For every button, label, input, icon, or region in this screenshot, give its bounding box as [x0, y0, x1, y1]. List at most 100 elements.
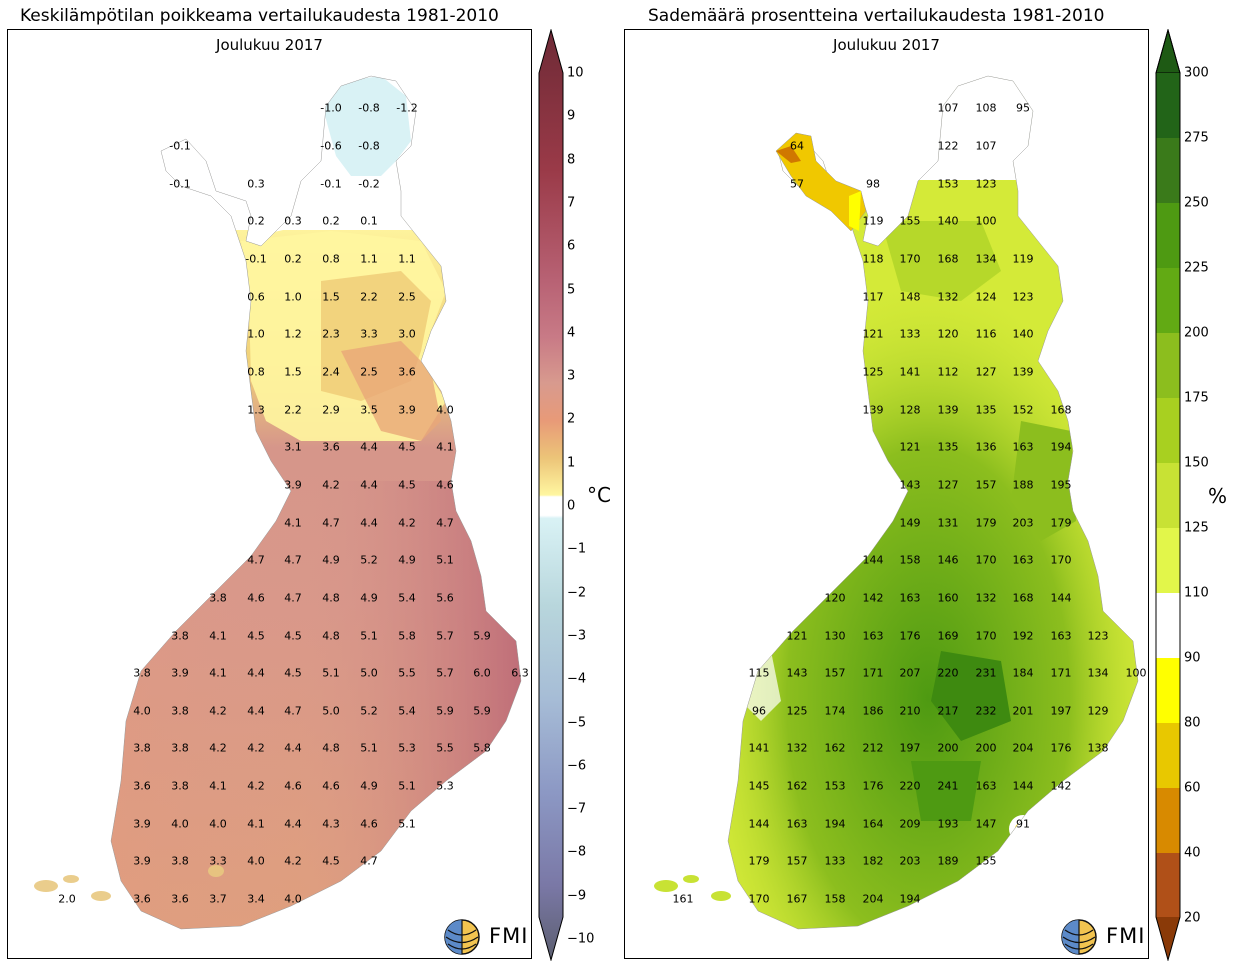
left-colorbar-tick: 7 — [567, 195, 576, 211]
right-fmi-logo: FMI — [1060, 918, 1144, 958]
left-unit-label: °C — [587, 483, 611, 507]
left-value-label: 4.4 — [247, 666, 265, 680]
left-value-label: 3.1 — [284, 440, 302, 454]
right-value-label: 132 — [975, 591, 997, 605]
right-value-label: 146 — [937, 553, 959, 567]
right-value-label: 155 — [975, 854, 997, 868]
left-value-label: 4.4 — [284, 817, 302, 831]
right-value-label: 147 — [975, 817, 997, 831]
left-colorbar-tick: 3 — [567, 368, 576, 384]
left-value-label: 4.9 — [360, 779, 378, 793]
right-value-label: 179 — [748, 854, 770, 868]
left-value-label: 5.7 — [436, 666, 454, 680]
left-value-label: 4.2 — [209, 741, 227, 755]
left-value-label: 5.8 — [473, 741, 491, 755]
left-value-label: 5.1 — [436, 553, 454, 567]
left-value-label: 5.8 — [398, 629, 416, 643]
fmi-globe-icon — [1061, 919, 1097, 955]
left-value-label: 0.3 — [284, 214, 302, 228]
left-value-label: 4.5 — [322, 854, 340, 868]
right-value-label: 200 — [975, 741, 997, 755]
left-value-label: 2.3 — [322, 327, 340, 341]
left-value-label: 0.2 — [322, 214, 340, 228]
right-colorbar-tick: 275 — [1184, 130, 1209, 146]
left-value-label: 5.9 — [473, 629, 491, 643]
left-value-label: 1.3 — [247, 403, 265, 417]
left-value-label: 4.4 — [247, 704, 265, 718]
right-value-label: 143 — [786, 666, 808, 680]
right-value-label: 209 — [899, 817, 921, 831]
right-value-label: 161 — [672, 892, 694, 906]
right-colorbar-tick: 90 — [1184, 650, 1201, 666]
right-value-label: 176 — [1050, 741, 1072, 755]
right-value-label: 124 — [975, 290, 997, 304]
left-value-label: 2.5 — [360, 365, 378, 379]
left-value-label: 4.5 — [398, 478, 416, 492]
right-value-label: 119 — [1012, 252, 1034, 266]
right-colorbar-tick: 125 — [1184, 520, 1209, 536]
left-value-label: 4.2 — [247, 779, 265, 793]
left-value-label: -0.8 — [358, 101, 380, 115]
left-value-label: -1.2 — [396, 101, 418, 115]
right-value-label: 163 — [1012, 440, 1034, 454]
left-colorbar-tick: 6 — [567, 238, 576, 254]
left-colorbar-tick: 4 — [567, 325, 576, 341]
left-value-label: 5.4 — [398, 704, 416, 718]
right-value-label: 155 — [899, 214, 921, 228]
left-colorbar-tick: −2 — [567, 585, 587, 601]
right-value-label: 121 — [786, 629, 808, 643]
left-value-label: 4.5 — [284, 666, 302, 680]
right-value-label: 197 — [1050, 704, 1072, 718]
left-value-label: 4.9 — [398, 553, 416, 567]
left-value-label: 3.9 — [284, 478, 302, 492]
right-colorbar-tick: 20 — [1184, 910, 1201, 926]
left-value-label: 3.8 — [133, 741, 151, 755]
left-colorbar-tick: −9 — [567, 888, 587, 904]
left-value-label: 4.1 — [209, 779, 227, 793]
right-colorbar-tick: 225 — [1184, 260, 1209, 276]
left-value-label: 4.7 — [360, 854, 378, 868]
right-value-label: 217 — [937, 704, 959, 718]
right-value-label: 100 — [1125, 666, 1147, 680]
right-value-label: 163 — [862, 629, 884, 643]
left-value-label: 3.7 — [209, 892, 227, 906]
right-value-label: 141 — [899, 365, 921, 379]
right-value-label: 170 — [975, 553, 997, 567]
left-fmi-logo: FMI — [443, 918, 527, 958]
left-value-label: 6.3 — [511, 666, 529, 680]
right-value-label: 107 — [937, 101, 959, 115]
right-value-label: 95 — [1016, 101, 1030, 115]
left-value-label: 5.3 — [436, 779, 454, 793]
right-value-label: 128 — [899, 403, 921, 417]
right-value-label: 174 — [824, 704, 846, 718]
right-value-label: 112 — [937, 365, 959, 379]
left-colorbar-tick: 1 — [567, 455, 576, 471]
left-value-label: 0.8 — [247, 365, 265, 379]
right-value-label: 220 — [899, 779, 921, 793]
right-value-label: 121 — [862, 327, 884, 341]
left-value-label: 3.8 — [171, 741, 189, 755]
left-value-label: 4.8 — [322, 629, 340, 643]
right-value-label: 179 — [1050, 516, 1072, 530]
left-value-label: 3.8 — [171, 854, 189, 868]
right-value-label: 176 — [862, 779, 884, 793]
right-value-label: 220 — [937, 666, 959, 680]
right-value-label: 91 — [1016, 817, 1030, 831]
left-value-label: 4.3 — [322, 817, 340, 831]
right-value-label: 194 — [899, 892, 921, 906]
right-value-label: 164 — [862, 817, 884, 831]
left-value-label: 4.0 — [436, 403, 454, 417]
left-value-label: 5.1 — [398, 779, 416, 793]
left-value-label: 5.7 — [436, 629, 454, 643]
right-value-label: 204 — [862, 892, 884, 906]
right-value-label: 203 — [1012, 516, 1034, 530]
left-value-label: 4.2 — [209, 704, 227, 718]
right-value-label: 142 — [862, 591, 884, 605]
left-value-label: 2.9 — [322, 403, 340, 417]
right-value-label: 162 — [824, 741, 846, 755]
left-value-label: 4.8 — [322, 591, 340, 605]
left-value-label: 4.5 — [284, 629, 302, 643]
right-value-label: 171 — [1050, 666, 1072, 680]
right-value-label: 149 — [899, 516, 921, 530]
left-value-label: -0.1 — [169, 139, 191, 153]
